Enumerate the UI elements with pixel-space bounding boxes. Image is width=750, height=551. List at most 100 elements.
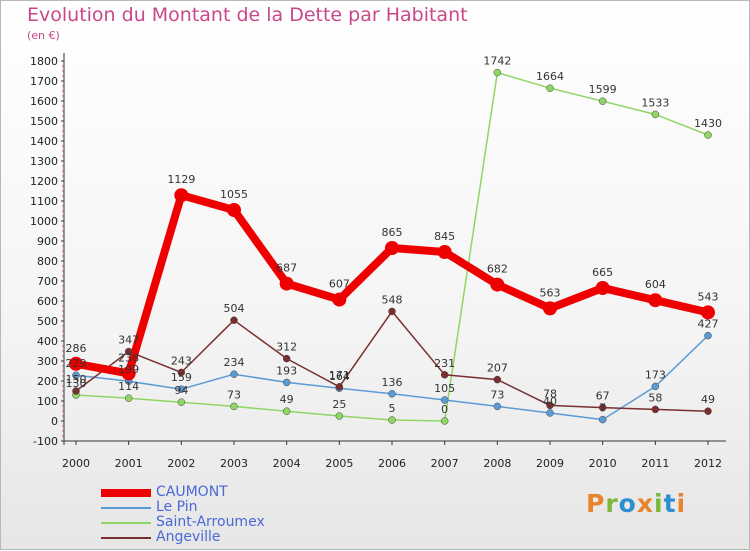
y-tick-label: 100 <box>37 395 58 408</box>
data-label: 136 <box>382 376 403 389</box>
data-label: 682 <box>487 263 508 276</box>
x-tick-label: 2007 <box>431 457 459 470</box>
data-label: 49 <box>280 393 294 406</box>
data-point <box>701 305 715 320</box>
y-tick-label: 500 <box>37 315 58 328</box>
data-label: 67 <box>596 390 610 403</box>
data-label: 164 <box>329 370 350 383</box>
data-label: 231 <box>434 357 455 370</box>
data-label: 504 <box>224 302 245 315</box>
data-label: 193 <box>276 364 297 377</box>
x-tick-label: 2011 <box>641 457 669 470</box>
data-label: 207 <box>487 362 508 375</box>
data-label: 105 <box>434 382 455 395</box>
data-point <box>124 347 133 356</box>
data-point <box>546 401 554 410</box>
data-point <box>121 366 136 381</box>
data-point <box>651 110 660 119</box>
data-label: 229 <box>66 357 87 370</box>
data-label: 845 <box>434 230 455 243</box>
data-point <box>490 277 505 292</box>
x-tick-label: 2005 <box>325 457 353 470</box>
data-label: 1129 <box>167 173 195 186</box>
data-point <box>230 316 238 324</box>
y-tick-label: -100 <box>33 435 58 448</box>
legend-item: Angeville <box>101 529 361 545</box>
legend-item: CAUMONT <box>101 484 361 500</box>
data-point <box>440 417 449 425</box>
y-tick-label: 1600 <box>30 95 58 108</box>
legend-swatch <box>101 537 151 539</box>
logo-letter: P <box>586 489 606 518</box>
data-point <box>335 412 344 420</box>
y-tick-label: 1200 <box>30 175 58 188</box>
data-point <box>651 405 660 414</box>
data-point <box>282 354 291 363</box>
data-label: 0 <box>441 403 448 416</box>
y-tick-label: 600 <box>37 295 58 308</box>
data-label: 427 <box>698 318 719 331</box>
data-label: 171 <box>329 369 350 382</box>
data-label: 58 <box>648 391 662 404</box>
data-label: 607 <box>329 278 350 291</box>
data-label: 234 <box>224 356 245 369</box>
data-point <box>704 407 712 415</box>
data-label: 238 <box>118 351 139 364</box>
data-label: 73 <box>490 388 504 401</box>
legend-swatch <box>101 507 151 509</box>
data-label: 347 <box>118 334 139 347</box>
data-label: 1599 <box>589 83 617 96</box>
chart-subtitle: (en €) <box>27 29 60 42</box>
data-label: 1430 <box>694 117 722 130</box>
data-label: 1055 <box>220 188 248 201</box>
data-point <box>543 301 557 316</box>
y-tick-label: 900 <box>37 235 58 248</box>
data-point <box>332 292 347 307</box>
data-label: 5 <box>389 402 396 415</box>
data-label: 159 <box>171 371 192 384</box>
data-point <box>385 241 399 255</box>
data-label: 1742 <box>483 55 511 68</box>
y-tick-label: 700 <box>37 275 58 288</box>
data-point <box>174 188 189 203</box>
y-tick-label: 1700 <box>30 75 58 88</box>
data-label: 563 <box>540 286 561 299</box>
data-point <box>493 68 502 77</box>
data-point <box>595 281 610 295</box>
legend-label: Le Pin <box>156 499 198 515</box>
y-tick-label: 800 <box>37 255 58 268</box>
data-label: 865 <box>382 226 403 239</box>
data-point <box>227 203 241 217</box>
data-point <box>388 390 396 398</box>
data-point <box>282 407 291 415</box>
data-label: 687 <box>276 262 297 275</box>
y-tick-label: 1400 <box>30 135 58 148</box>
data-point <box>440 396 449 404</box>
data-label: 7 <box>599 402 606 415</box>
logo-letter: o <box>618 489 637 518</box>
x-tick-label: 2004 <box>273 457 301 470</box>
data-label: 286 <box>66 342 87 355</box>
y-tick-label: 300 <box>37 355 58 368</box>
y-tick-label: 1500 <box>30 115 58 128</box>
data-point <box>279 276 294 291</box>
data-label: 78 <box>543 387 557 400</box>
data-point <box>546 409 554 417</box>
legend-swatch <box>101 489 151 497</box>
data-point <box>437 245 452 259</box>
data-point <box>598 97 607 105</box>
legend-label: Angeville <box>156 529 221 545</box>
data-label: 25 <box>332 398 346 411</box>
data-point <box>177 398 186 406</box>
data-point <box>388 416 396 424</box>
data-label: 543 <box>698 290 719 303</box>
data-point <box>177 385 186 393</box>
data-point <box>704 331 712 340</box>
data-point <box>72 371 80 379</box>
legend-item: Saint-Arroumex <box>101 514 361 530</box>
data-point <box>72 387 80 395</box>
y-tick-label: 1100 <box>30 195 58 208</box>
x-tick-label: 2010 <box>589 457 617 470</box>
